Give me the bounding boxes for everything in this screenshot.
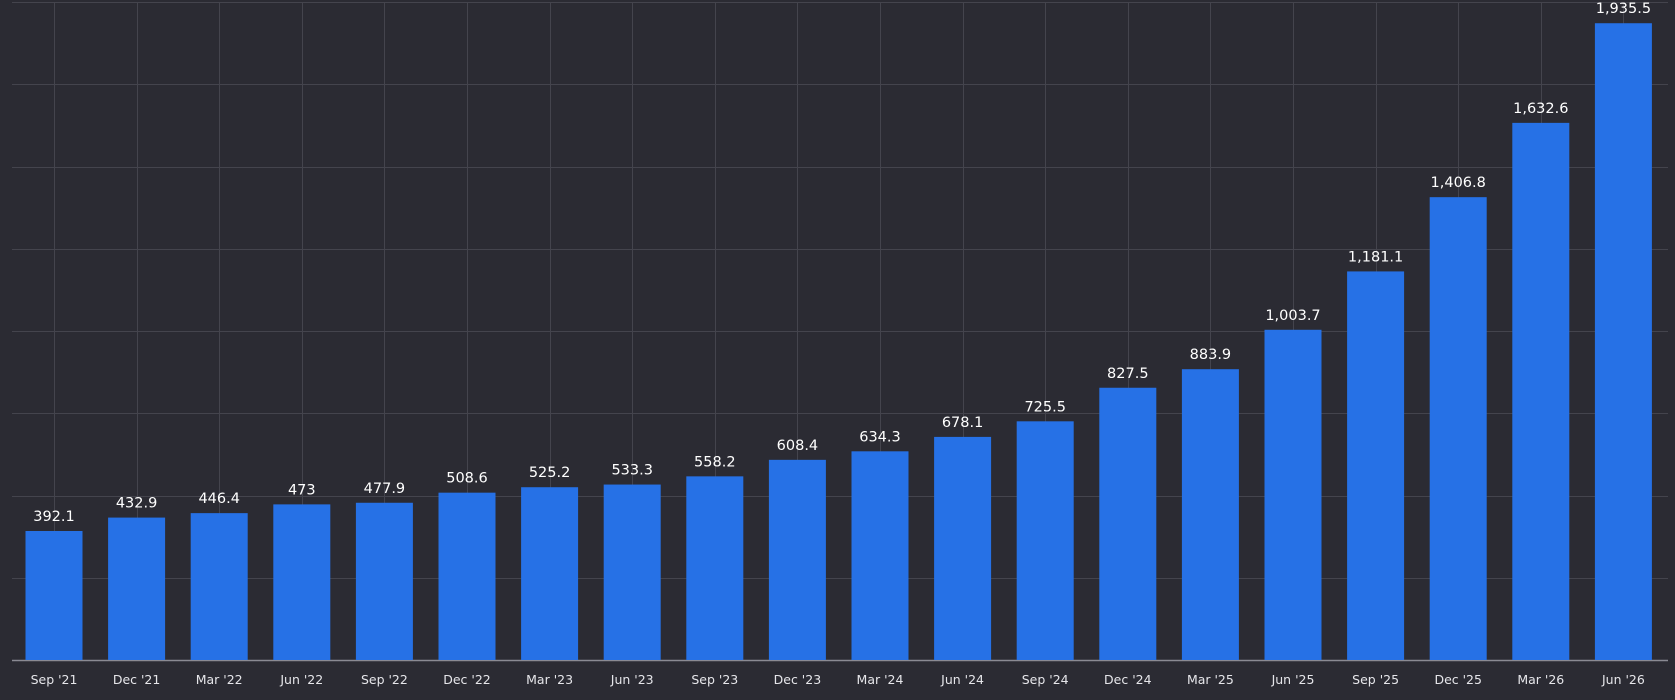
x-tick-label-18: Mar '26 (1517, 672, 1564, 687)
bar-1 (108, 517, 166, 660)
data-label-18: 1,632.6 (1513, 101, 1568, 117)
bar-19 (1594, 23, 1652, 660)
x-tick-label-16: Sep '25 (1352, 672, 1399, 687)
x-tick-label-19: Jun '26 (1601, 672, 1645, 687)
data-label-10: 634.3 (859, 429, 901, 445)
data-label-16: 1,181.1 (1348, 249, 1403, 265)
bar-8 (686, 476, 744, 660)
bar-11 (934, 436, 992, 660)
x-tick-label-15: Jun '25 (1271, 672, 1315, 687)
grid-layer (12, 2, 1668, 662)
data-label-2: 446.4 (198, 491, 240, 507)
data-label-3: 473 (288, 482, 316, 498)
bar-0 (25, 530, 83, 660)
data-label-1: 432.9 (116, 496, 158, 512)
data-label-9: 608.4 (777, 438, 819, 454)
data-label-6: 525.2 (529, 465, 571, 481)
data-label-4: 477.9 (364, 481, 406, 497)
x-tick-label-7: Jun '23 (610, 672, 654, 687)
data-label-12: 725.5 (1024, 399, 1066, 415)
bar-4 (355, 502, 413, 660)
x-tick-label-9: Dec '23 (774, 672, 822, 687)
bar-3 (273, 504, 331, 660)
bar-17 (1429, 197, 1487, 661)
data-label-0: 392.1 (33, 509, 75, 525)
data-label-8: 558.2 (694, 454, 736, 470)
bar-5 (438, 492, 496, 660)
data-label-17: 1,406.8 (1431, 175, 1486, 191)
x-tick-label-17: Dec '25 (1434, 672, 1482, 687)
x-tick-label-10: Mar '24 (857, 672, 904, 687)
x-tick-label-1: Dec '21 (113, 672, 161, 687)
x-tick-label-14: Mar '25 (1187, 672, 1234, 687)
x-axis-tick-layer: Sep '21 Dec '21 Mar '22 Jun '22 Sep '22 Dec '… (31, 672, 1645, 687)
data-label-13: 827.5 (1107, 366, 1149, 382)
x-tick-label-13: Dec '24 (1104, 672, 1152, 687)
x-tick-label-8: Sep '23 (691, 672, 738, 687)
data-label-19: 1,935.5 (1596, 1, 1651, 17)
data-label-11: 678.1 (942, 415, 984, 431)
bar-16 (1347, 271, 1405, 660)
data-label-7: 533.3 (611, 463, 653, 479)
x-tick-label-4: Sep '22 (361, 672, 408, 687)
x-tick-label-3: Jun '22 (279, 672, 323, 687)
bar-10 (851, 451, 909, 660)
x-tick-label-12: Sep '24 (1022, 672, 1069, 687)
x-tick-label-2: Mar '22 (196, 672, 243, 687)
data-label-layer: 392.1 432.9 446.4 473 477.9 508.6 525.2 533.3 55… (33, 1, 1651, 525)
bar-15 (1264, 329, 1322, 660)
bar-6 (521, 487, 579, 660)
x-tick-label-5: Dec '22 (443, 672, 491, 687)
bar-13 (1099, 387, 1157, 660)
bar-2 (190, 513, 248, 660)
bar-layer (25, 23, 1652, 661)
data-label-14: 883.9 (1190, 347, 1232, 363)
data-label-15: 1,003.7 (1265, 308, 1320, 324)
x-tick-label-6: Mar '23 (526, 672, 573, 687)
bar-18 (1512, 122, 1570, 660)
x-tick-label-0: Sep '21 (31, 672, 78, 687)
data-label-5: 508.6 (446, 471, 488, 487)
bar-9 (768, 459, 826, 660)
x-tick-label-11: Jun '24 (940, 672, 984, 687)
bar-7 (603, 484, 661, 660)
bar-14 (1181, 369, 1239, 660)
bar-12 (1016, 421, 1074, 660)
